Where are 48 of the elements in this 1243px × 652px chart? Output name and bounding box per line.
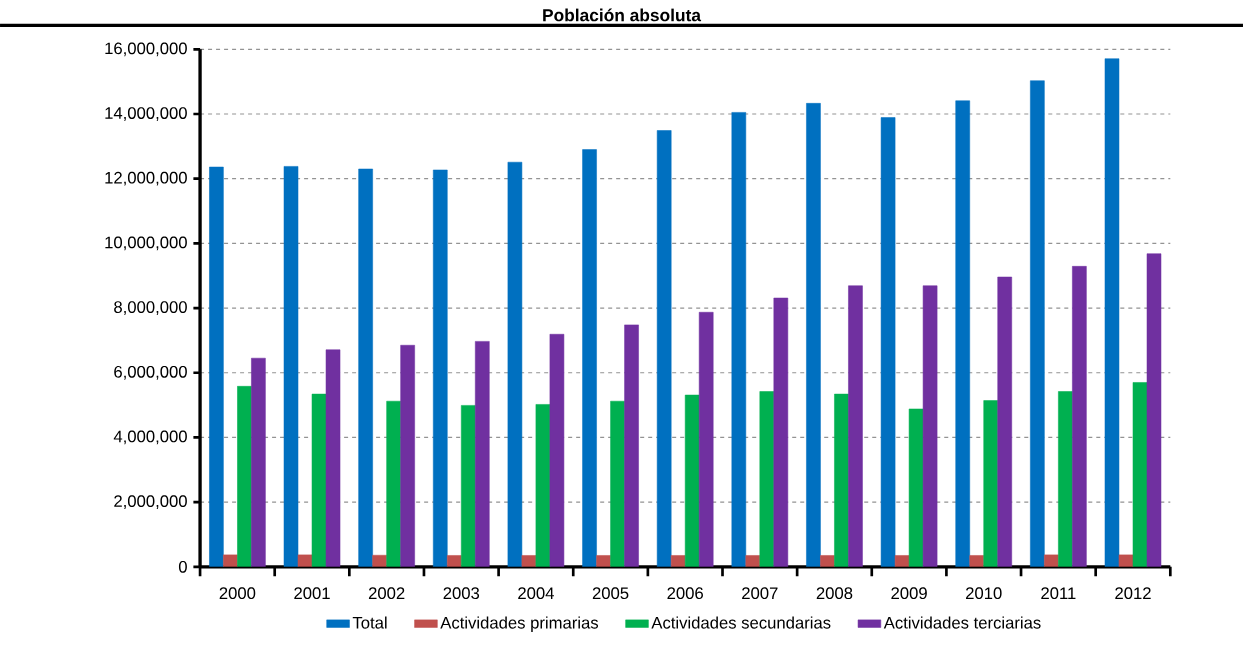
bar	[325, 349, 341, 567]
x-tick-label: 2006	[667, 587, 703, 600]
y-tick-label: 6,000,000	[114, 365, 187, 380]
x-tick-label: 2011	[1041, 587, 1076, 600]
bar	[596, 555, 611, 567]
legend-label: Actividades secundarias	[651, 616, 831, 629]
bar	[521, 555, 537, 567]
chart-title: Población absoluta	[543, 8, 702, 22]
y-tick-label: 8,000,000	[114, 301, 187, 315]
bar	[1146, 253, 1162, 567]
bar	[922, 285, 938, 567]
y-tick-label: 14,000,000	[105, 107, 187, 121]
x-tick-label: 2009	[891, 587, 927, 600]
y-tick-label: 10,000,000	[105, 236, 187, 251]
x-tick-label: 2004	[518, 587, 554, 600]
bar	[698, 311, 714, 567]
y-tick-label: 0	[178, 560, 187, 573]
x-tick-label: 2007	[742, 587, 778, 600]
x-tick-label: 2005	[592, 587, 629, 600]
y-tick-label: 4,000,000	[113, 430, 187, 445]
bar	[773, 297, 789, 567]
bar	[624, 324, 639, 567]
x-tick-label: 2003	[443, 587, 480, 600]
bar	[969, 555, 984, 567]
y-tick-label: 2,000,000	[114, 495, 187, 509]
x-tick-label: 2012	[1115, 587, 1151, 600]
bar	[848, 285, 863, 567]
x-tick-label: 2008	[816, 587, 853, 600]
bar	[1072, 266, 1087, 567]
bar	[400, 344, 415, 567]
bar	[670, 555, 686, 567]
x-tick-label: 2001	[294, 587, 330, 600]
bar	[549, 333, 565, 567]
bar	[894, 555, 910, 567]
bar	[820, 555, 835, 567]
legend-label: Total	[352, 616, 387, 629]
x-tick-label: 2000	[219, 587, 256, 600]
bar	[251, 357, 266, 567]
x-tick-label: 2002	[368, 587, 405, 600]
bar	[475, 341, 490, 567]
y-tick-label: 12,000,000	[105, 171, 187, 186]
legend-label: Actividades primarias	[440, 616, 599, 632]
bar	[997, 276, 1012, 567]
x-tick-label: 2010	[966, 587, 1002, 600]
legend-label: Actividades terciarias	[883, 616, 1041, 629]
y-tick-label: 16,000,000	[105, 42, 187, 57]
bar	[447, 555, 462, 567]
bar	[745, 555, 761, 567]
